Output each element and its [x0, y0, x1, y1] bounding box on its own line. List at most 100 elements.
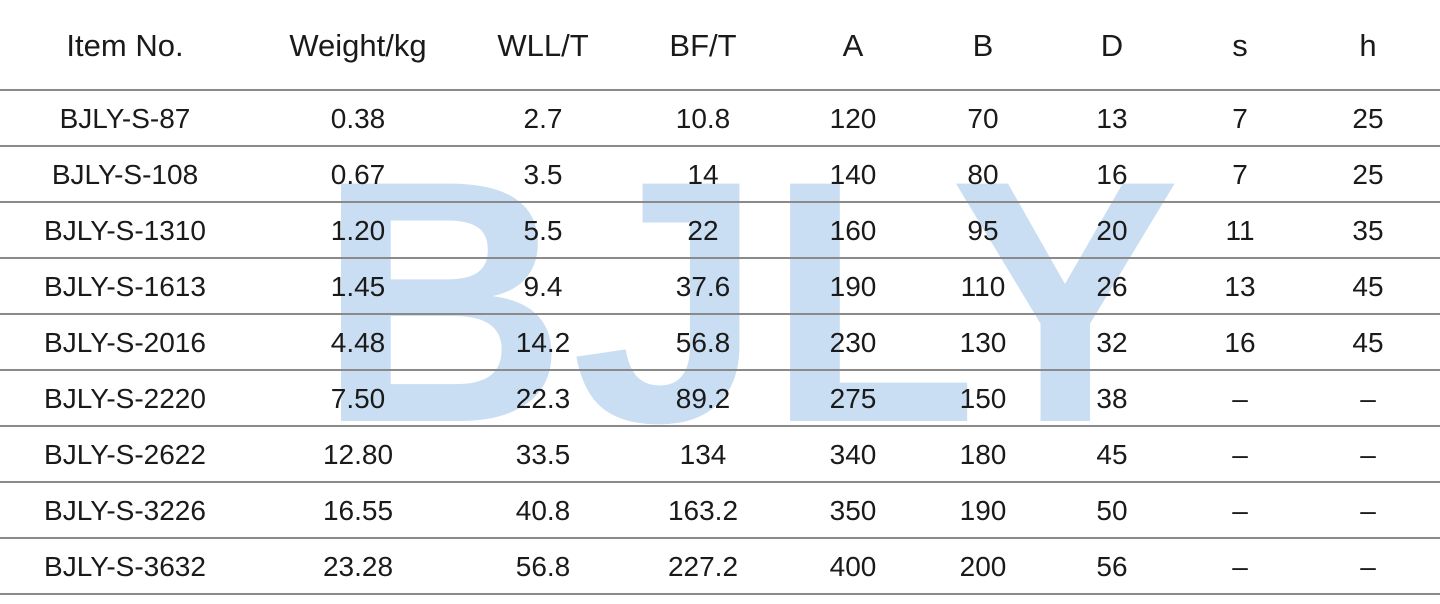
table-cell: 56 — [1096, 551, 1128, 582]
table-cell: – — [1360, 439, 1376, 470]
table-cell: 40.8 — [515, 495, 571, 526]
table-cell: BJLY-S-2220 — [44, 383, 206, 414]
table-cell: 3.5 — [523, 159, 563, 190]
table-cell: 130 — [959, 327, 1007, 358]
row-rule — [0, 425, 1440, 427]
table-cell: 163.2 — [667, 495, 739, 526]
table-cell: 1.20 — [330, 215, 386, 246]
table-cell: 70 — [967, 103, 999, 134]
table-cell: 22 — [687, 215, 719, 246]
table-cell: 350 — [829, 495, 877, 526]
header-cell: B — [972, 28, 994, 63]
table-cell: 80 — [967, 159, 999, 190]
table-cell: 32 — [1096, 327, 1128, 358]
table-cell: 20 — [1096, 215, 1128, 246]
table-cell: 12.80 — [322, 439, 394, 470]
table-cell: – — [1232, 383, 1248, 414]
table-cell: – — [1232, 439, 1248, 470]
table-cell: 200 — [959, 551, 1007, 582]
table-cell: BJLY-S-1310 — [44, 215, 206, 246]
table-cell: – — [1360, 383, 1376, 414]
table-cell: 22.3 — [515, 383, 571, 414]
table-cell: 10.8 — [675, 103, 731, 134]
header-cell: Weight/kg — [289, 28, 427, 63]
table-cell: 230 — [829, 327, 877, 358]
table-cell: 140 — [829, 159, 877, 190]
table-cell: 0.38 — [330, 103, 386, 134]
table-cell: 275 — [829, 383, 877, 414]
table-cell: 190 — [829, 271, 877, 302]
table-cell: 190 — [959, 495, 1007, 526]
table-cell: 45 — [1096, 439, 1128, 470]
header-rule — [0, 89, 1440, 91]
table-cell: 400 — [829, 551, 877, 582]
table-cell: BJLY-S-2016 — [44, 327, 206, 358]
table-cell: 7 — [1232, 159, 1248, 190]
table-cell: BJLY-S-87 — [59, 103, 191, 134]
table-cell: 23.28 — [322, 551, 394, 582]
row-rule — [0, 537, 1440, 539]
header-cell: A — [842, 28, 864, 63]
table-cell: BJLY-S-2622 — [44, 439, 206, 470]
table-cell: 16 — [1096, 159, 1128, 190]
table-cell: 50 — [1096, 495, 1128, 526]
header-cell: D — [1100, 28, 1124, 63]
table-cell: BJLY-S-3632 — [44, 551, 206, 582]
table-cell: 95 — [967, 215, 999, 246]
header-cell: h — [1359, 28, 1377, 63]
table-cell: 4.48 — [330, 327, 386, 358]
table-cell: 1.45 — [330, 271, 386, 302]
table-cell: BJLY-S-3226 — [44, 495, 206, 526]
table-cell: 38 — [1096, 383, 1128, 414]
table-cell: 2.7 — [523, 103, 563, 134]
table-cell: 13 — [1096, 103, 1128, 134]
row-rule — [0, 593, 1440, 595]
header-cell: BF/T — [669, 28, 737, 63]
table-cell: 16 — [1224, 327, 1256, 358]
table-cell: – — [1232, 551, 1248, 582]
table-cell: 9.4 — [523, 271, 563, 302]
table-cell: 45 — [1352, 327, 1384, 358]
table-cell: 33.5 — [515, 439, 571, 470]
table-cell: 11 — [1225, 215, 1255, 246]
table-cell: 110 — [960, 271, 1006, 302]
row-rule — [0, 369, 1440, 371]
table-cell: 14.2 — [515, 327, 571, 358]
table-cell: 37.6 — [675, 271, 731, 302]
table-cell: 45 — [1352, 271, 1384, 302]
table-cell: 89.2 — [675, 383, 731, 414]
table-cell: 26 — [1096, 271, 1128, 302]
header-cell: Item No. — [66, 28, 184, 63]
table-cell: 56.8 — [675, 327, 731, 358]
table-cell: 14 — [687, 159, 719, 190]
table-cell: – — [1360, 495, 1376, 526]
table-cell: 35 — [1352, 215, 1384, 246]
row-rule — [0, 257, 1440, 259]
table-cell: 5.5 — [523, 215, 563, 246]
table-cell: 227.2 — [667, 551, 739, 582]
table-cell: – — [1232, 495, 1248, 526]
watermark: BJLY — [318, 110, 1185, 495]
row-rule — [0, 313, 1440, 315]
table-cell: 56.8 — [515, 551, 571, 582]
table-cell: 16.55 — [322, 495, 394, 526]
table-cell: 13 — [1224, 271, 1256, 302]
header-cell: WLL/T — [497, 28, 589, 63]
table-cell: 25 — [1352, 159, 1384, 190]
table-cell: 25 — [1352, 103, 1384, 134]
table-cell: 340 — [829, 439, 877, 470]
table-cell: 160 — [829, 215, 877, 246]
table-cell: 120 — [829, 103, 877, 134]
table-cell: BJLY-S-1613 — [44, 271, 206, 302]
table-cell: 0.67 — [330, 159, 386, 190]
table-cell: 134 — [679, 439, 727, 470]
row-rule — [0, 481, 1440, 483]
row-rule — [0, 201, 1440, 203]
table-cell: 150 — [959, 383, 1007, 414]
table-cell: 7.50 — [330, 383, 386, 414]
table-cell: 180 — [959, 439, 1007, 470]
table-cell: 7 — [1232, 103, 1248, 134]
row-rule — [0, 145, 1440, 147]
table-cell: BJLY-S-108 — [51, 159, 199, 190]
header-cell: s — [1232, 28, 1248, 63]
